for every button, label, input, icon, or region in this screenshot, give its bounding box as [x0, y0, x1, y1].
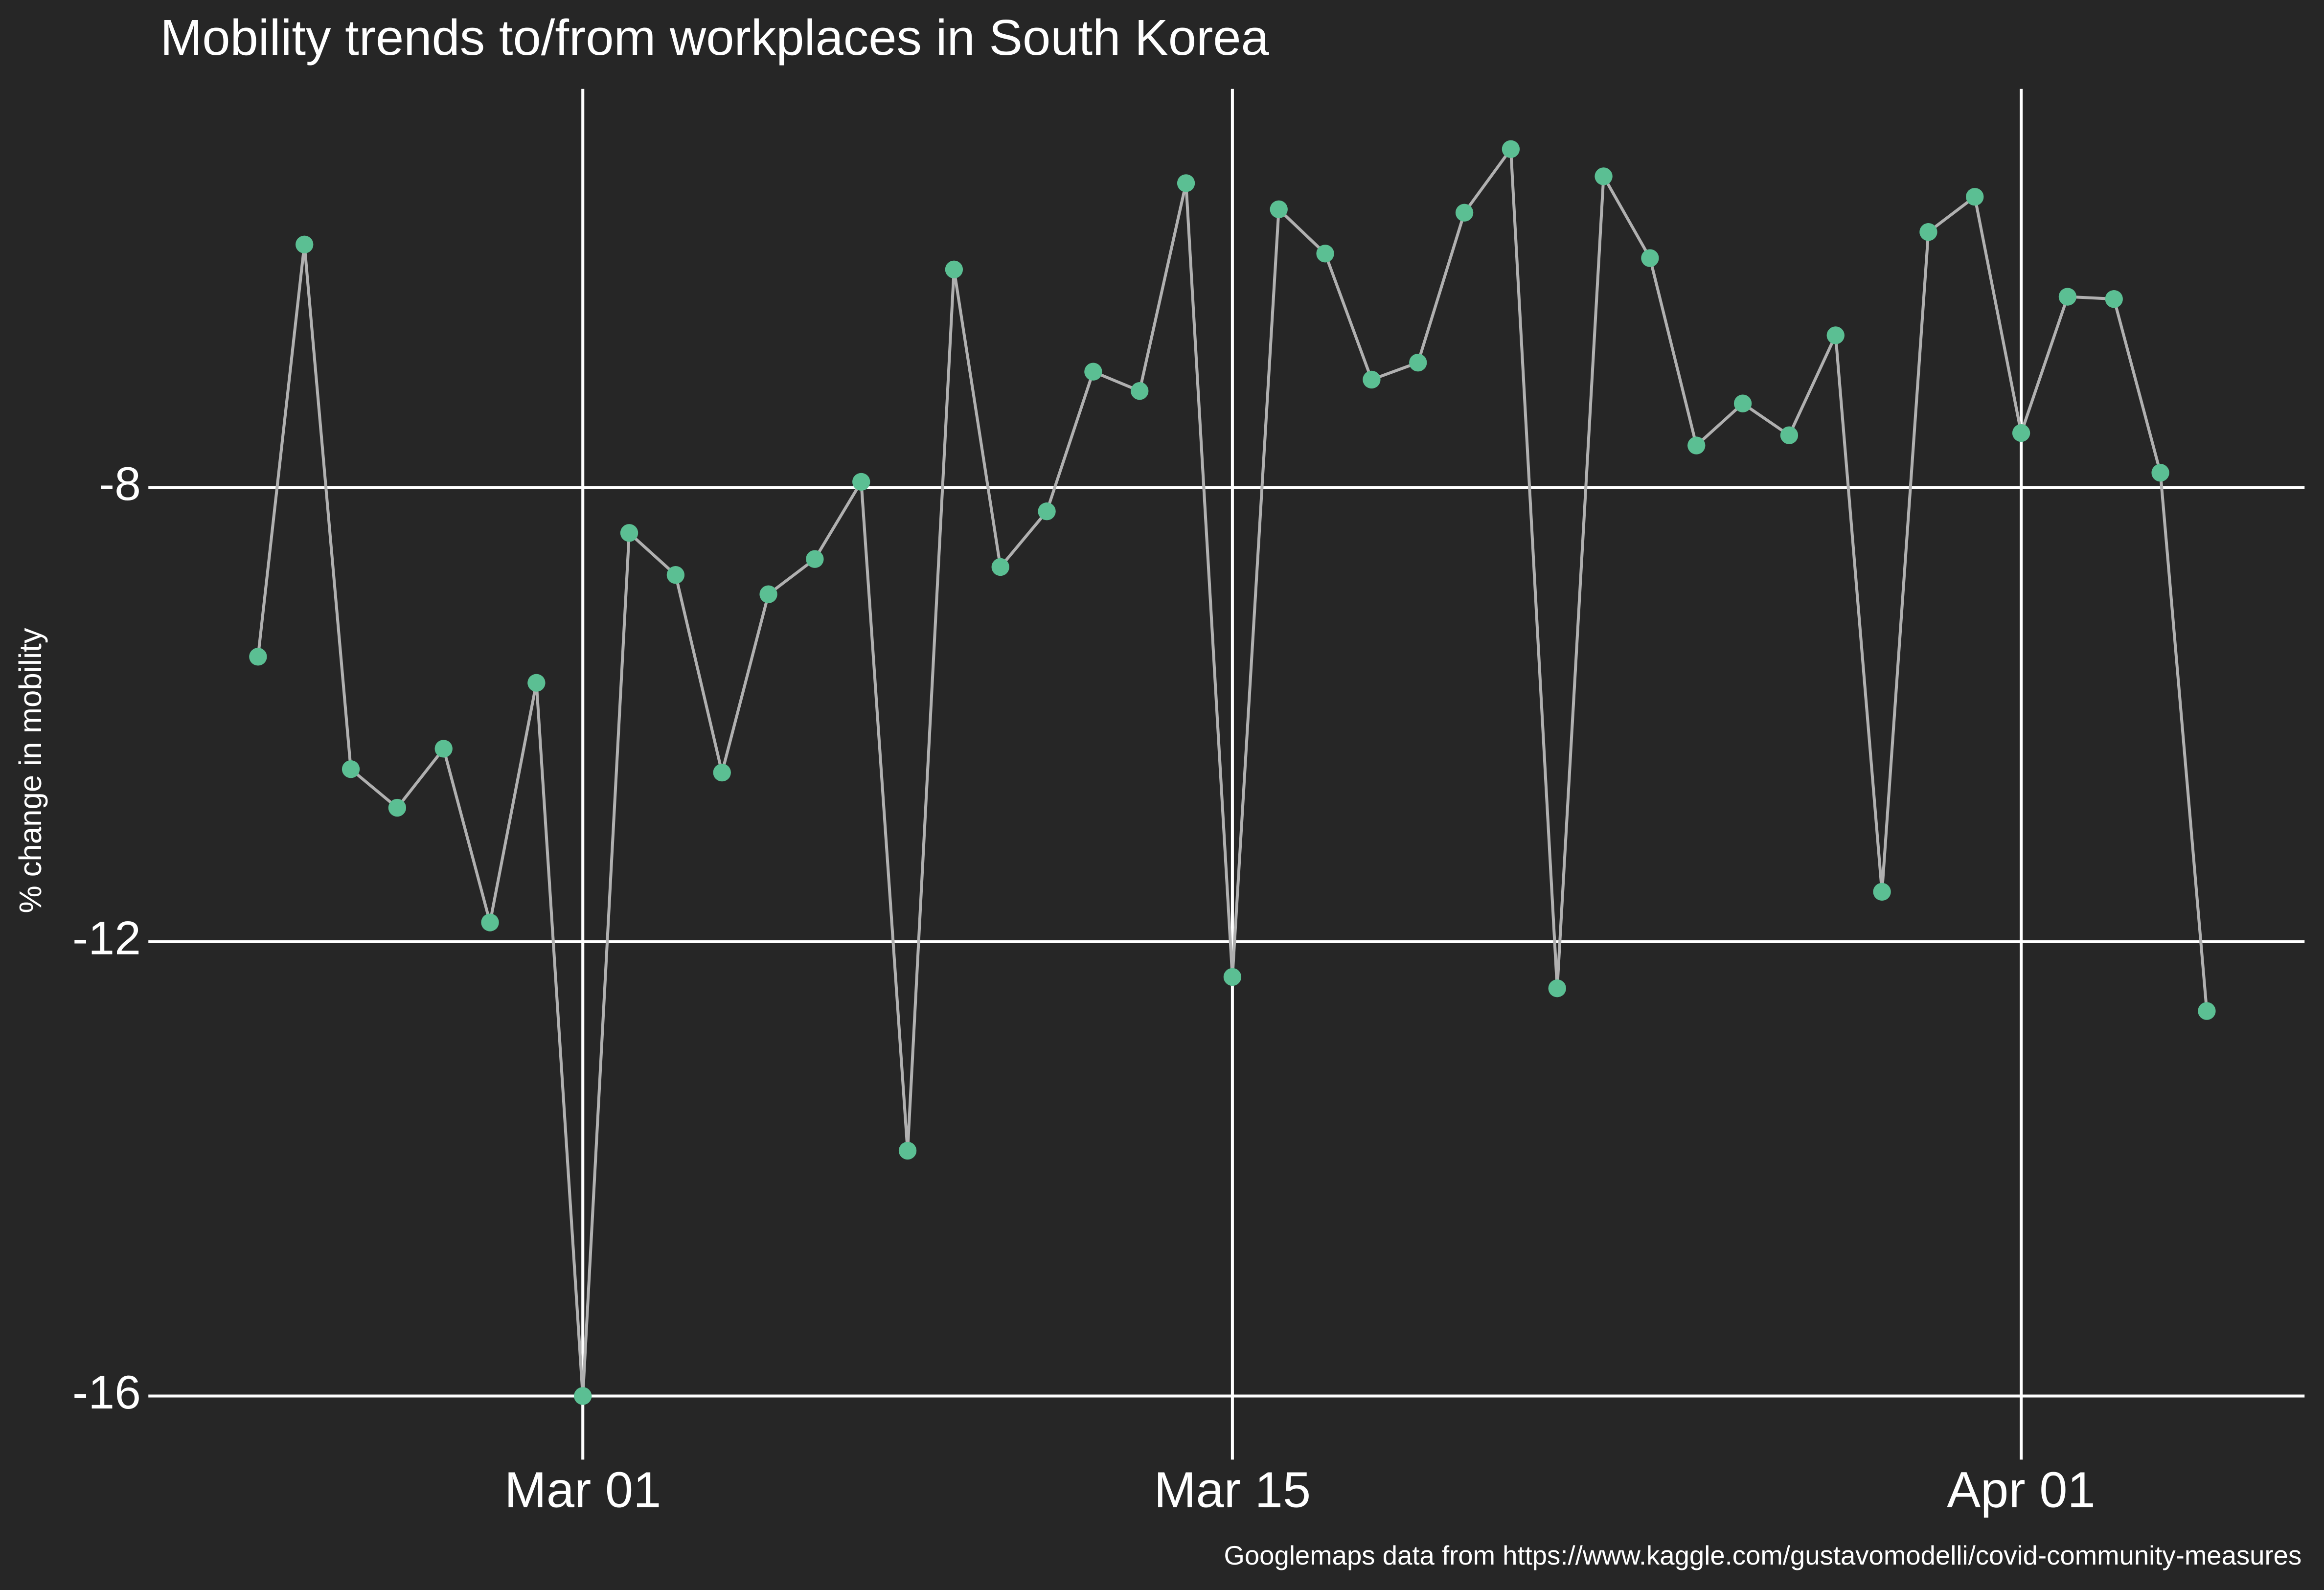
point	[1780, 426, 1799, 444]
point	[342, 760, 360, 778]
point	[296, 235, 314, 253]
point	[574, 1387, 592, 1405]
point	[434, 740, 453, 758]
point	[1733, 394, 1752, 412]
point	[620, 524, 638, 542]
x-tick-label: Apr 01	[1947, 1461, 2095, 1518]
x-tick-label: Mar 15	[1154, 1461, 1311, 1518]
y-tick-label: -16	[72, 1365, 141, 1419]
point	[2105, 290, 2123, 308]
point	[1455, 204, 1474, 222]
point	[852, 473, 870, 491]
point	[1409, 353, 1427, 372]
point	[1966, 188, 1984, 206]
chart-title: Mobility trends to/from workplaces in So…	[160, 9, 1269, 66]
caption: Googlemaps data from https://www.kaggle.…	[1224, 1541, 2301, 1570]
point	[1316, 245, 1334, 263]
point	[945, 260, 963, 278]
point	[2058, 288, 2077, 306]
point	[898, 1141, 917, 1160]
point	[806, 550, 824, 568]
point	[2151, 464, 2169, 482]
point	[481, 913, 499, 931]
point	[1548, 979, 1566, 998]
point	[249, 648, 267, 666]
y-tick-label: -8	[99, 457, 141, 510]
point	[1873, 883, 1891, 901]
y-axis-label: % change in mobility	[13, 628, 48, 913]
point	[666, 566, 685, 584]
point	[1595, 167, 1613, 185]
point	[759, 585, 777, 603]
point	[1131, 382, 1149, 400]
point	[1502, 140, 1520, 158]
point	[388, 798, 407, 817]
point	[1363, 370, 1381, 389]
point	[1826, 326, 1845, 344]
point	[713, 763, 731, 782]
point	[1084, 363, 1102, 381]
point	[1177, 174, 1195, 192]
point	[1687, 436, 1706, 454]
point	[1223, 968, 1242, 986]
point	[527, 674, 546, 692]
x-tick-label: Mar 01	[504, 1461, 661, 1518]
point	[1270, 200, 1288, 218]
y-tick-label: -12	[72, 911, 141, 965]
point	[2012, 424, 2030, 442]
point	[1641, 249, 1659, 267]
point	[2198, 1002, 2216, 1020]
point	[1038, 502, 1056, 521]
point	[991, 558, 1009, 576]
point	[1919, 223, 1937, 241]
